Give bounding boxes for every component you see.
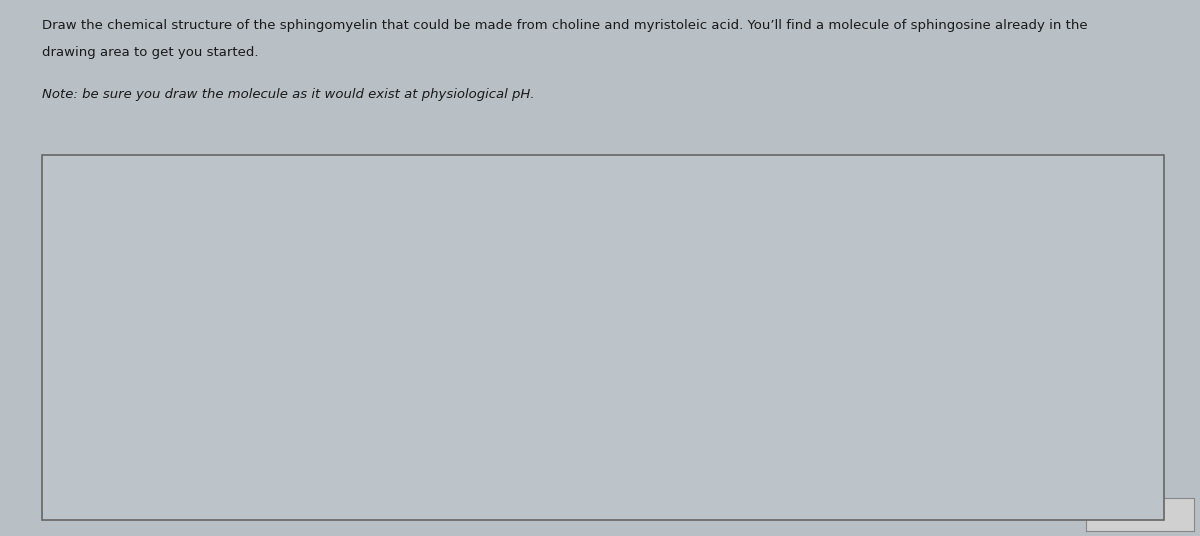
Text: CH$-$NH$_2$: CH$-$NH$_2$: [340, 329, 402, 348]
Text: Note: be sure you draw the molecule as it would exist at physiological pH.: Note: be sure you draw the molecule as i…: [42, 88, 535, 101]
Text: drawing area to get you started.: drawing area to get you started.: [42, 46, 258, 58]
Text: Subr: Subr: [1130, 508, 1160, 521]
Text: HO$-$CH$_2$: HO$-$CH$_2$: [246, 385, 310, 404]
Text: Draw the chemical structure of the sphingomyelin that could be made from choline: Draw the chemical structure of the sphin…: [42, 19, 1087, 32]
Text: HO: HO: [292, 266, 313, 281]
